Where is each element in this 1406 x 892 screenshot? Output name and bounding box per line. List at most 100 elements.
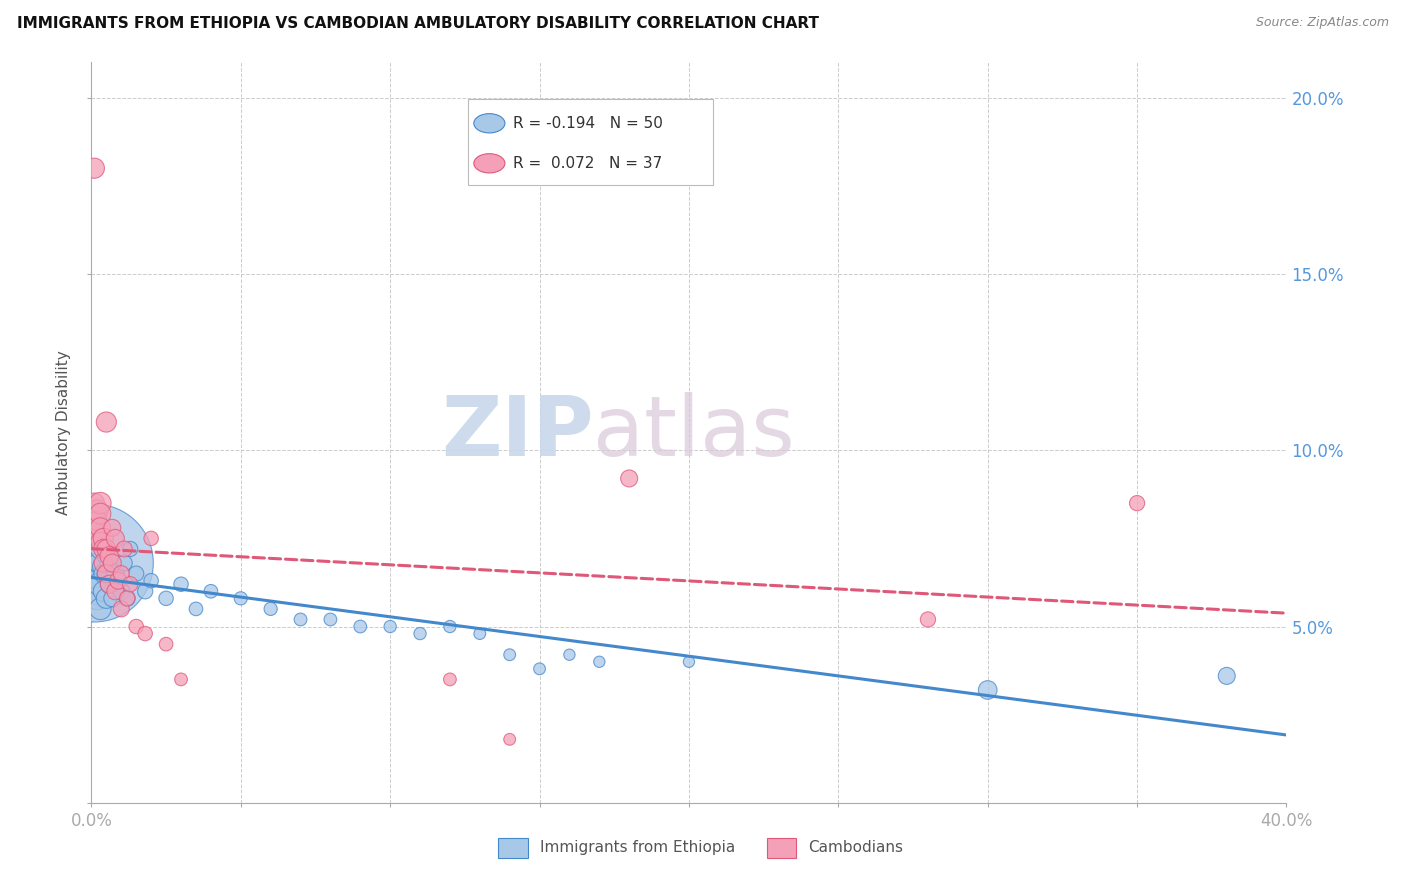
- Point: [170, 673, 193, 687]
- Point: [558, 648, 581, 662]
- Point: [1216, 669, 1239, 683]
- Point: [678, 655, 700, 669]
- Point: [93, 584, 115, 599]
- Point: [155, 637, 177, 651]
- Point: [229, 591, 252, 606]
- Point: [83, 541, 105, 556]
- Point: [96, 549, 118, 563]
- Point: [89, 577, 111, 591]
- Point: [96, 541, 118, 556]
- Point: [319, 612, 342, 626]
- Point: [83, 584, 105, 599]
- Point: [86, 503, 108, 517]
- Point: [259, 602, 281, 616]
- Point: [93, 532, 115, 546]
- FancyBboxPatch shape: [766, 838, 796, 858]
- Point: [86, 549, 108, 563]
- Text: Immigrants from Ethiopia: Immigrants from Ethiopia: [540, 840, 735, 855]
- Point: [101, 591, 124, 606]
- Point: [83, 556, 105, 570]
- Point: [134, 584, 156, 599]
- Text: R = -0.194   N = 50: R = -0.194 N = 50: [513, 116, 664, 131]
- Point: [104, 584, 127, 599]
- Point: [115, 591, 138, 606]
- Point: [96, 591, 118, 606]
- Point: [110, 584, 132, 599]
- Point: [98, 556, 121, 570]
- Point: [83, 161, 105, 176]
- Point: [112, 541, 135, 556]
- Point: [93, 556, 115, 570]
- FancyBboxPatch shape: [468, 99, 713, 185]
- Point: [101, 556, 124, 570]
- Point: [86, 566, 108, 581]
- Point: [86, 574, 108, 588]
- Point: [96, 415, 118, 429]
- Point: [917, 612, 939, 626]
- Point: [588, 655, 610, 669]
- Point: [89, 535, 111, 549]
- Circle shape: [474, 153, 505, 173]
- Point: [499, 732, 522, 747]
- Point: [409, 626, 432, 640]
- Text: ZIP: ZIP: [441, 392, 593, 473]
- Point: [89, 541, 111, 556]
- Point: [98, 577, 121, 591]
- Point: [1126, 496, 1149, 510]
- Point: [86, 528, 108, 542]
- Point: [200, 584, 222, 599]
- Point: [93, 559, 115, 574]
- Point: [115, 591, 138, 606]
- Point: [439, 619, 461, 633]
- Text: Source: ZipAtlas.com: Source: ZipAtlas.com: [1256, 16, 1389, 29]
- Point: [155, 591, 177, 606]
- Point: [349, 619, 371, 633]
- Point: [110, 602, 132, 616]
- Point: [125, 566, 148, 581]
- Point: [86, 591, 108, 606]
- Point: [125, 619, 148, 633]
- Text: Cambodians: Cambodians: [808, 840, 904, 855]
- Point: [439, 673, 461, 687]
- Text: R =  0.072   N = 37: R = 0.072 N = 37: [513, 156, 662, 170]
- Point: [468, 626, 491, 640]
- Point: [120, 577, 142, 591]
- Point: [499, 648, 522, 662]
- Point: [96, 566, 118, 581]
- Point: [96, 566, 118, 581]
- Point: [86, 532, 108, 546]
- Point: [98, 549, 121, 563]
- Point: [107, 574, 129, 588]
- Point: [380, 619, 402, 633]
- Point: [104, 566, 127, 581]
- Point: [976, 683, 998, 698]
- Point: [93, 541, 115, 556]
- Point: [93, 566, 115, 581]
- Point: [619, 471, 641, 485]
- FancyBboxPatch shape: [498, 838, 527, 858]
- Point: [184, 602, 207, 616]
- Point: [89, 496, 111, 510]
- Text: IMMIGRANTS FROM ETHIOPIA VS CAMBODIAN AMBULATORY DISABILITY CORRELATION CHART: IMMIGRANTS FROM ETHIOPIA VS CAMBODIAN AM…: [17, 16, 818, 31]
- Point: [86, 514, 108, 528]
- Point: [101, 521, 124, 535]
- Point: [107, 574, 129, 588]
- Point: [89, 507, 111, 521]
- Y-axis label: Ambulatory Disability: Ambulatory Disability: [56, 351, 72, 515]
- Point: [112, 556, 135, 570]
- Circle shape: [474, 113, 505, 133]
- Point: [170, 577, 193, 591]
- Point: [89, 521, 111, 535]
- Point: [141, 532, 163, 546]
- Point: [89, 602, 111, 616]
- Point: [141, 574, 163, 588]
- Text: atlas: atlas: [593, 392, 794, 473]
- Point: [104, 532, 127, 546]
- Point: [89, 556, 111, 570]
- Point: [83, 496, 105, 510]
- Point: [98, 577, 121, 591]
- Point: [110, 566, 132, 581]
- Point: [134, 626, 156, 640]
- Point: [529, 662, 551, 676]
- Point: [120, 541, 142, 556]
